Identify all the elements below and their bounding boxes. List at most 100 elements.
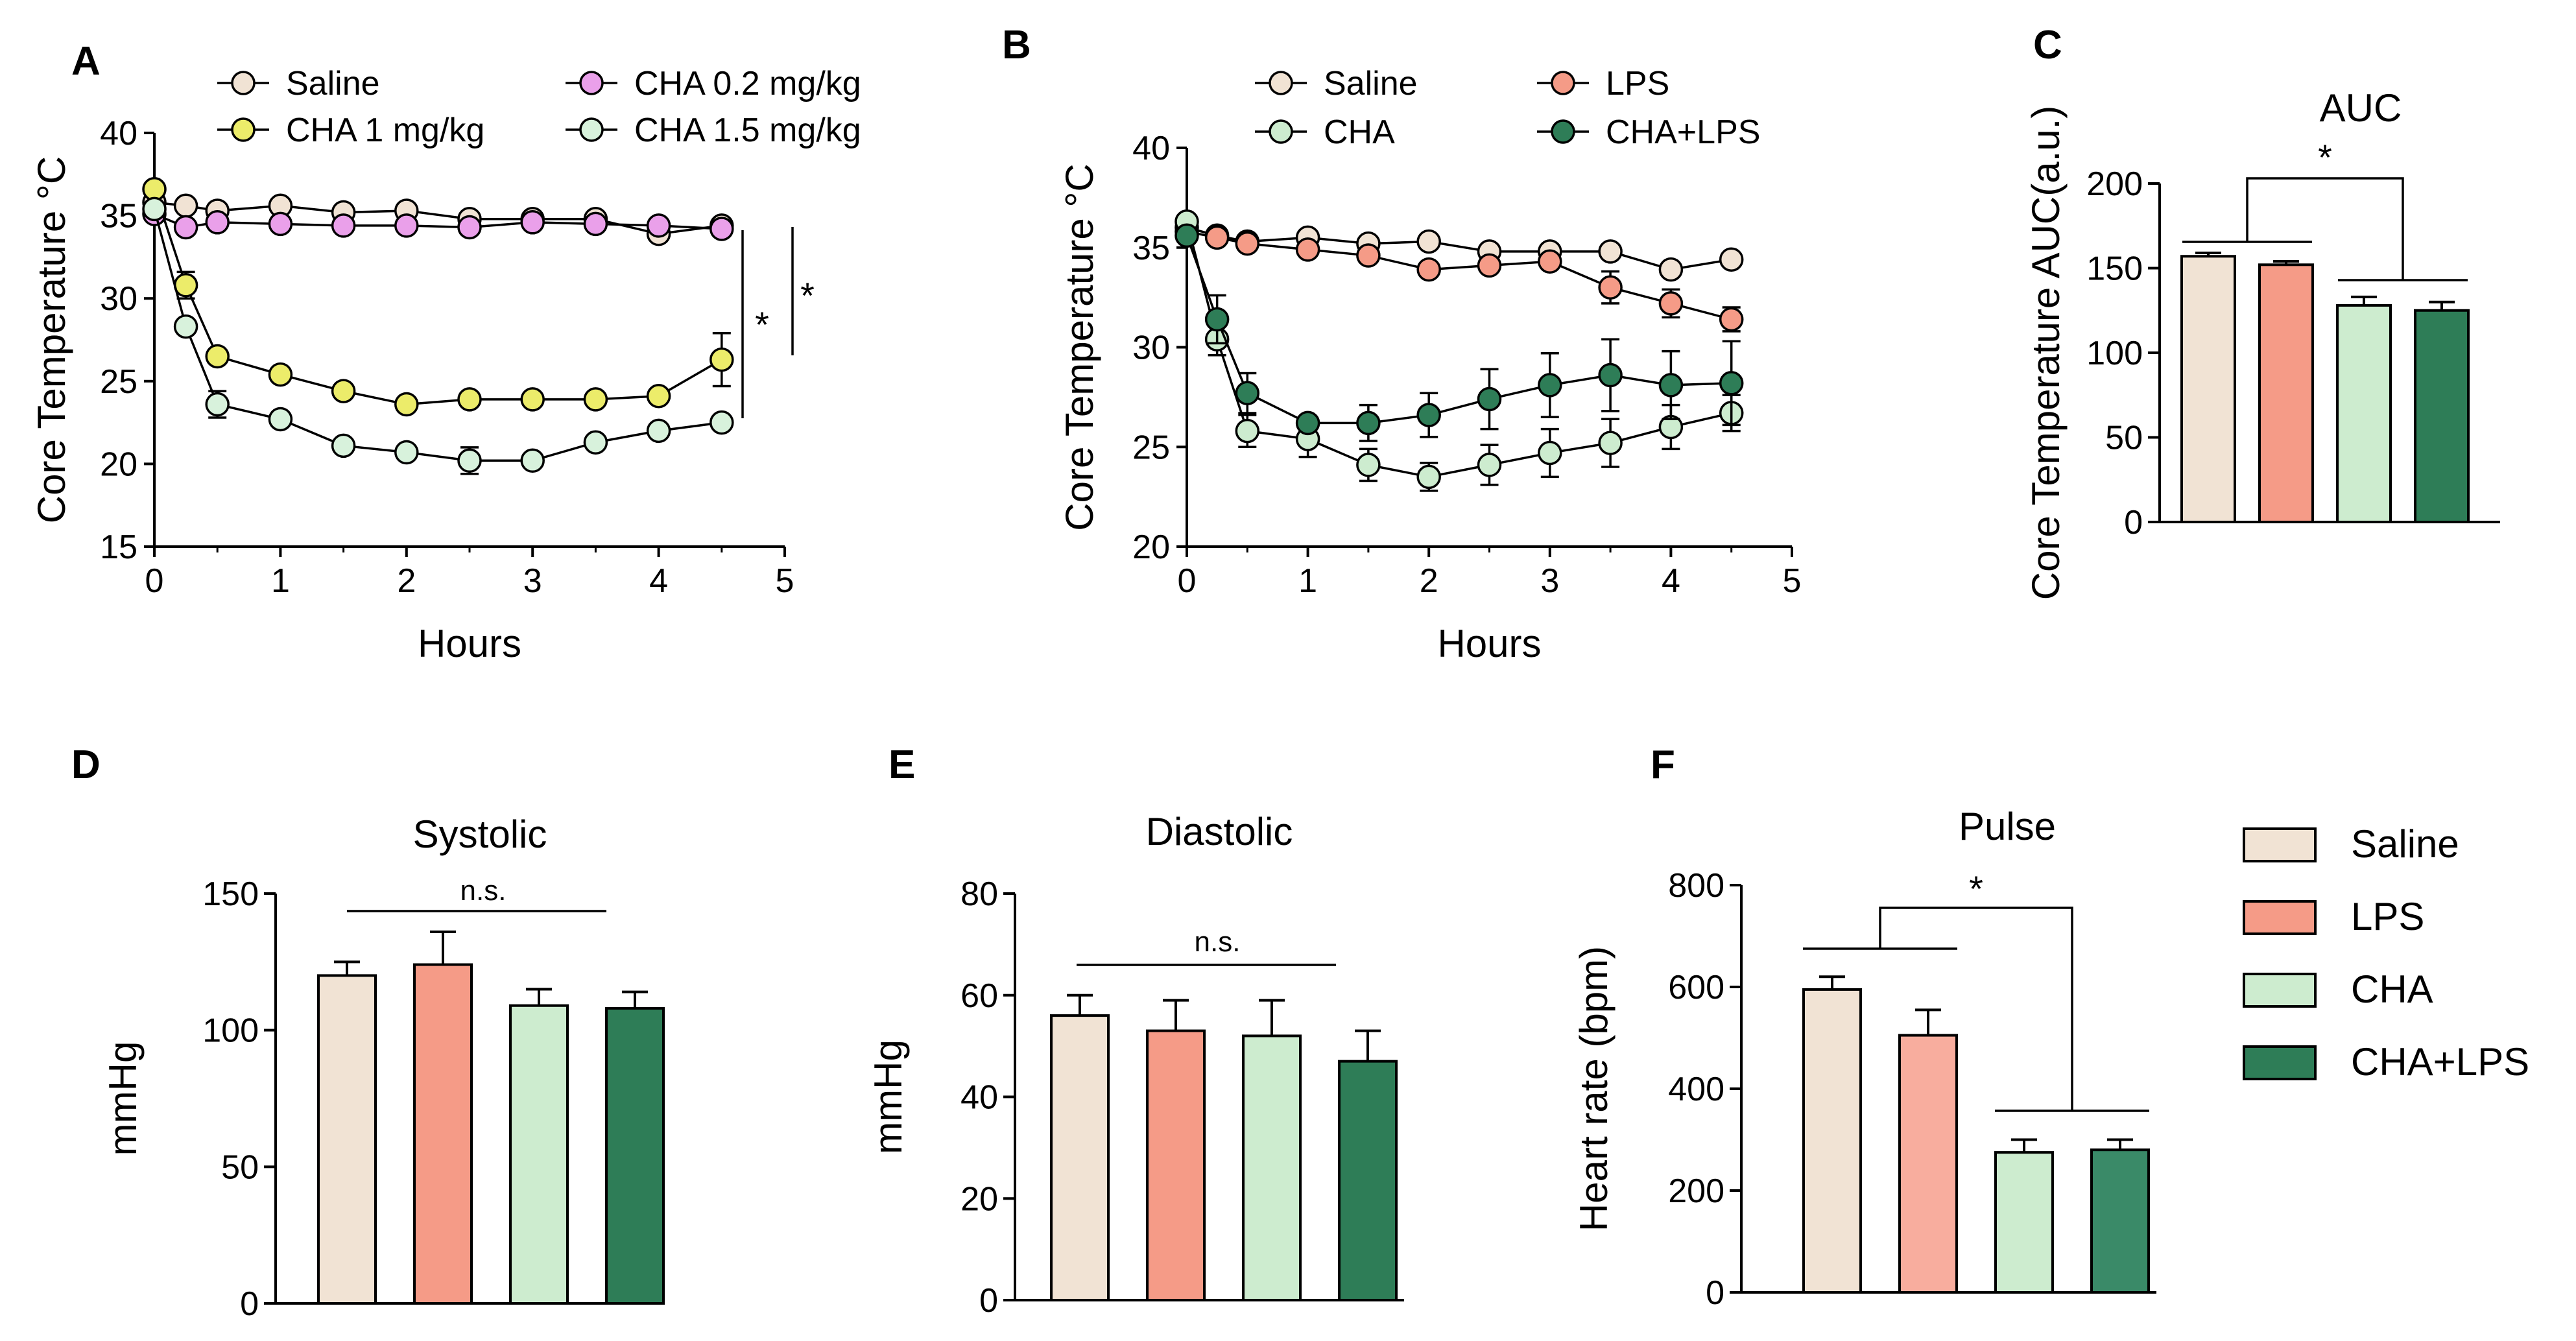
panel-label: A xyxy=(71,39,101,84)
legend-item: Saline xyxy=(217,65,380,102)
data-point xyxy=(520,387,545,412)
data-point xyxy=(205,392,230,417)
legend-swatch xyxy=(2243,827,2317,862)
x-tick-label: 4 xyxy=(1662,562,1680,600)
y-tick-label: 400 xyxy=(1668,1071,1724,1108)
legend-label: LPS xyxy=(2351,895,2424,938)
bar xyxy=(1146,1029,1206,1302)
x-tick-label: 5 xyxy=(1783,562,1802,600)
legend-marker xyxy=(1269,119,1293,144)
y-tick-label: 0 xyxy=(240,1285,259,1323)
significance-star: * xyxy=(800,275,815,316)
bar-cha-lps xyxy=(1338,1029,1398,1301)
data-point xyxy=(1416,229,1441,254)
legend: Saline CHA 1 mg/kg CHA 0.2 mg/kg CHA 1.5 mg… xyxy=(217,65,861,149)
y-tick-label: 50 xyxy=(2105,420,2143,457)
data-point xyxy=(583,387,608,412)
legend-swatch xyxy=(2243,973,2317,1008)
y-tick-label: 100 xyxy=(202,1012,259,1050)
legend-label: LPS xyxy=(1606,65,1669,102)
legend: Saline CHA LPS CHA+LPS xyxy=(1255,65,1760,151)
data-point xyxy=(394,213,419,238)
significance-star: * xyxy=(2318,137,2332,178)
y-tick-label: 20 xyxy=(960,1180,998,1218)
data-point xyxy=(1356,453,1381,477)
bar-saline xyxy=(1802,975,1862,1294)
panel-c: C AUC 0 50 100 150 200 Core Temperature AUC(a.u… xyxy=(2024,23,2500,600)
series-line xyxy=(1186,230,1732,321)
y-tick-label: 800 xyxy=(1668,867,1724,905)
legend-item: CHA xyxy=(1255,113,1395,151)
legend-swatch xyxy=(2243,1045,2317,1080)
data-point xyxy=(331,433,356,458)
data-point xyxy=(205,210,230,235)
bar xyxy=(1802,988,1862,1294)
data-point xyxy=(646,384,671,409)
data-point xyxy=(1538,373,1562,398)
panel-label: E xyxy=(888,742,915,787)
series-line xyxy=(154,213,722,230)
data-point xyxy=(1658,373,1684,398)
legend-item: Saline xyxy=(2243,822,2459,866)
data-point xyxy=(1658,257,1684,282)
data-point xyxy=(1356,243,1381,268)
y-axis-label: Core Temperature AUC(a.u.) xyxy=(2024,106,2068,600)
y-tick-label: 15 xyxy=(100,528,137,566)
legend-label: CHA 0.2 mg/kg xyxy=(634,65,861,102)
significance-star: * xyxy=(755,304,769,345)
data-point xyxy=(1538,249,1562,274)
bracket xyxy=(2246,177,2404,280)
data-point xyxy=(394,392,419,417)
data-point xyxy=(1235,381,1260,405)
bar-lps xyxy=(1146,999,1206,1302)
data-point xyxy=(1598,362,1623,388)
data-point xyxy=(710,347,734,372)
x-tick-label: 3 xyxy=(523,562,542,600)
y-tick-label: 150 xyxy=(2086,250,2143,288)
legend-marker xyxy=(231,117,256,142)
data-point xyxy=(1477,386,1502,412)
bar-cha-lps xyxy=(2414,300,2470,523)
data-point xyxy=(457,215,482,240)
data-point xyxy=(1658,291,1684,316)
data-point xyxy=(646,418,671,444)
bar xyxy=(2336,303,2392,523)
series-line xyxy=(153,208,722,462)
data-point xyxy=(1719,371,1744,396)
bar xyxy=(2258,263,2314,523)
data-point xyxy=(173,314,198,339)
significance-bracket: n.s. xyxy=(347,875,606,912)
x-axis-label: Hours xyxy=(1437,622,1541,665)
series-cha xyxy=(1175,209,1744,492)
y-tick-label: 0 xyxy=(979,1282,998,1320)
y-tick-label: 40 xyxy=(960,1079,998,1117)
series-cha-lps xyxy=(1175,223,1744,442)
x-tick-label: 1 xyxy=(271,562,290,600)
legend-marker xyxy=(231,71,256,95)
data-point xyxy=(331,213,356,238)
panel-f: F Pulse 0 200 400 600 800 Heart rate (bpm) * xyxy=(1572,742,2156,1312)
bar xyxy=(317,974,377,1305)
x-tick-label: 2 xyxy=(397,562,416,600)
bar-saline xyxy=(2180,252,2236,523)
panel-d: D Systolic 0 50 100 150 mmHg n.s. xyxy=(71,742,665,1323)
y-tick-label: 30 xyxy=(1132,329,1170,367)
data-point xyxy=(1719,307,1744,332)
data-point xyxy=(1416,403,1441,427)
y-axis-label: Core Temperature °C xyxy=(1058,163,1101,530)
y-axis-label: Heart rate (bpm) xyxy=(1572,946,1616,1231)
data-point xyxy=(710,410,734,435)
y-tick-label: 0 xyxy=(1706,1274,1724,1312)
data-point xyxy=(583,430,608,455)
data-point xyxy=(394,440,419,465)
bar xyxy=(2180,255,2236,523)
legend-label: CHA xyxy=(2351,967,2433,1011)
bar-saline xyxy=(317,960,377,1305)
y-tick-label: 0 xyxy=(2124,504,2143,541)
legend-marker xyxy=(579,71,604,95)
legend-label: Saline xyxy=(1324,65,1418,102)
data-point xyxy=(1175,223,1199,248)
data-point xyxy=(520,210,545,235)
y-tick-label: 25 xyxy=(100,363,137,401)
